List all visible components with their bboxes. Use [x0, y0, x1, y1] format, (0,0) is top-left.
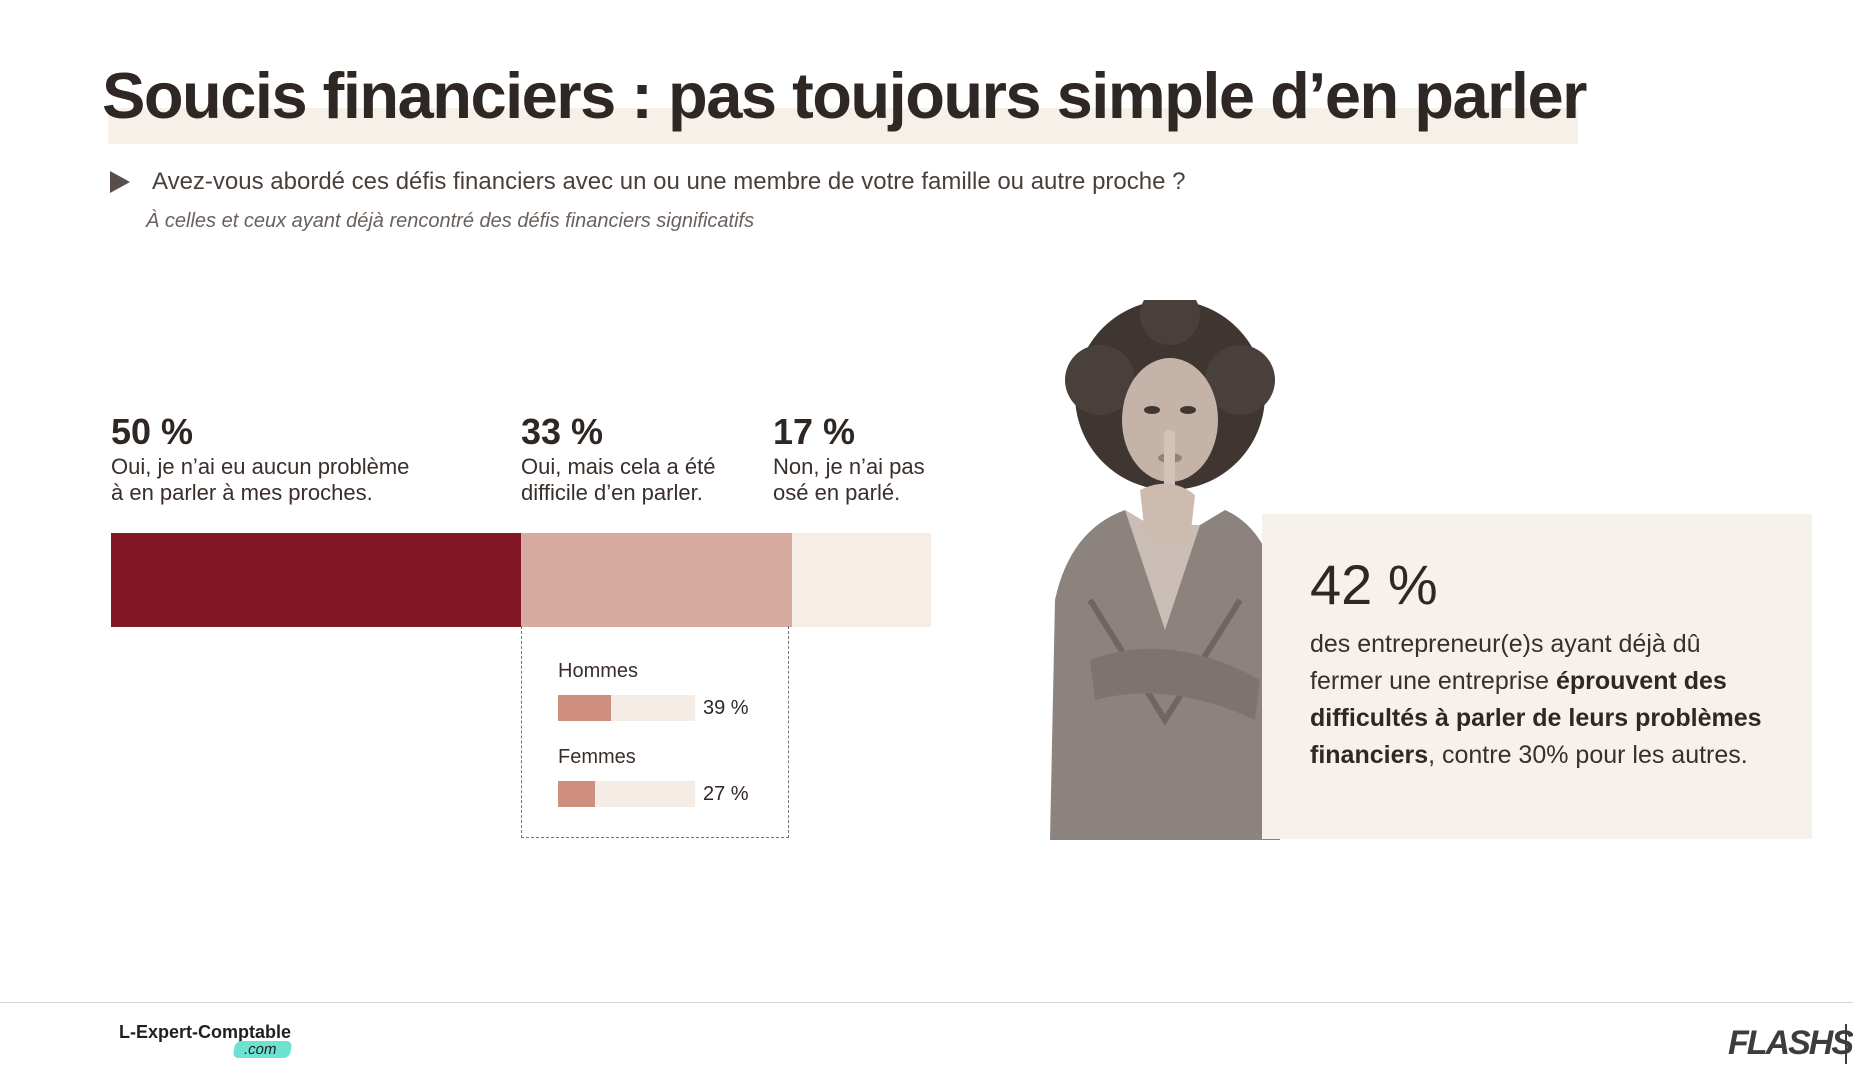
breakdown-women: Femmes 27 % — [558, 746, 749, 807]
brand-logo-text: L-Expert-Comptable — [119, 1022, 292, 1042]
breakdown-track — [558, 781, 695, 807]
breakdown-track — [558, 695, 695, 721]
stacked-bar-chart — [111, 533, 931, 627]
callout-text-end: , contre 30% pour les autres. — [1428, 741, 1748, 769]
category-label: Non, je n’ai pas osé en parlé. — [773, 454, 925, 505]
breakdown-bar-men — [558, 695, 612, 721]
bar-segment-2 — [521, 533, 792, 627]
bar-segment-1 — [111, 533, 521, 627]
bar-segment-3 — [791, 533, 931, 627]
question-subtitle: À celles et ceux ayant déjà rencontré de… — [146, 210, 755, 232]
logo-divider — [1845, 1024, 1847, 1064]
flashs-logo: FLASHS — [1728, 1024, 1853, 1062]
stat-callout: 42 % des entrepreneur(e)s ayant déjà dû … — [1262, 514, 1812, 839]
question-text: Avez-vous abordé ces défis financiers av… — [152, 168, 1186, 195]
gender-breakdown: Hommes 39 % Femmes 27 % — [521, 626, 789, 838]
woman-shush-gesture-photo — [1050, 300, 1280, 840]
breakdown-bar-women — [558, 781, 595, 807]
breakdown-men: Hommes 39 % — [558, 660, 749, 721]
footer-divider — [0, 1002, 1853, 1003]
page-title-wrap: Soucis financiers : pas toujours simple … — [102, 58, 1587, 144]
title-highlight — [108, 108, 1578, 144]
callout-text-start: des entrepreneur(e)s ayant déjà dû ferme… — [1310, 630, 1701, 695]
category-label: Oui, mais cela a été difficile d’en parl… — [521, 454, 716, 505]
breakdown-label: Hommes — [558, 660, 639, 682]
breakdown-label: Femmes — [558, 746, 636, 768]
data-label: 50 % — [111, 411, 194, 452]
stat-yes-difficult: 33 % Oui, mais cela a été difficile d’en… — [521, 410, 715, 506]
play-triangle-icon — [110, 171, 130, 193]
data-label: 17 % — [773, 411, 856, 452]
breakdown-value: 27 % — [703, 783, 749, 805]
page-title: Soucis financiers : pas toujours simple … — [102, 59, 1587, 132]
stat-no: 17 % Non, je n’ai pas osé en parlé. — [773, 410, 925, 506]
breakdown-value: 39 % — [703, 697, 749, 719]
callout-text: des entrepreneur(e)s ayant déjà dû ferme… — [1310, 626, 1766, 774]
question-row: Avez-vous abordé ces défis financiers av… — [110, 168, 1185, 196]
brand-logo-suffix: .com — [232, 1041, 293, 1058]
callout-text-bold: éprouvent des difficultés à parler de le… — [1310, 667, 1762, 769]
category-label: Oui, je n’ai eu aucun problème à en parl… — [111, 454, 410, 505]
callout-percentage: 42 % — [1310, 553, 1438, 616]
stat-yes-easy: 50 % Oui, je n’ai eu aucun problème à en… — [111, 410, 409, 506]
data-label: 33 % — [521, 411, 604, 452]
